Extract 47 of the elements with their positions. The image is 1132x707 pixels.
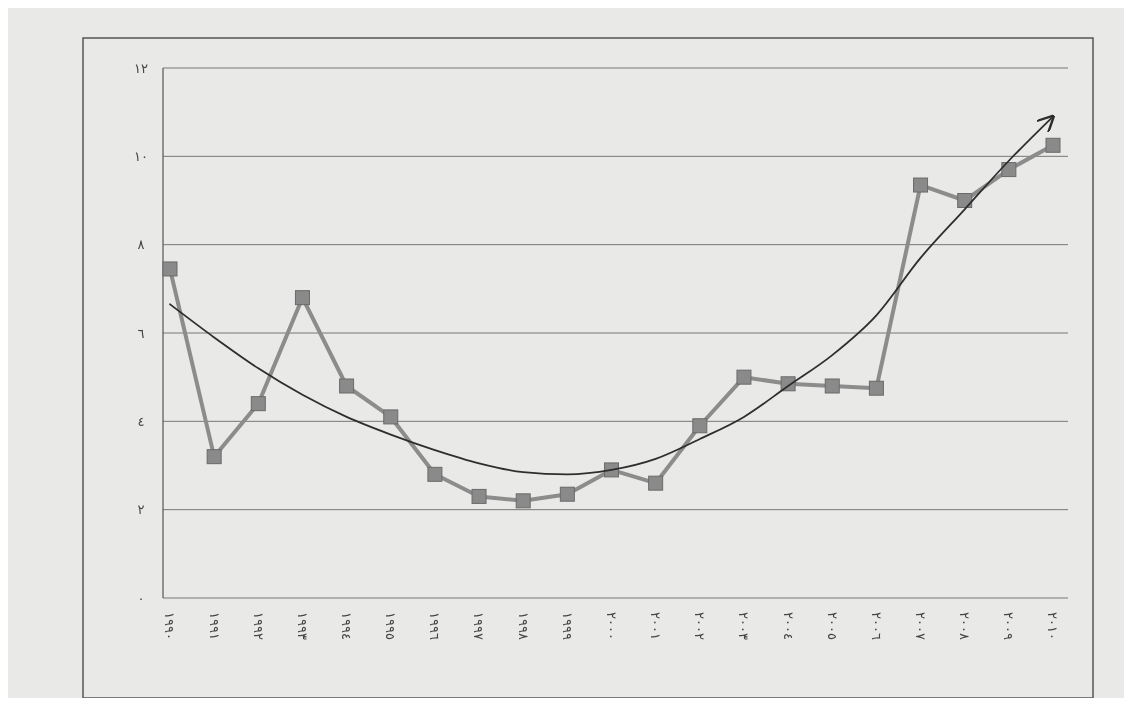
x-tick-label: ٢٠٠١ xyxy=(648,612,664,640)
x-tick-label: ٢٠٠٥ xyxy=(824,612,840,640)
x-tick-label: ١٩٩٢ xyxy=(250,612,266,640)
y-tick-label: ٢ xyxy=(137,502,145,518)
y-tick-label: ٠ xyxy=(137,590,145,606)
point xyxy=(294,290,310,306)
point xyxy=(162,261,178,277)
point xyxy=(824,378,840,394)
x-tick-label: ٢٠٠٢ xyxy=(692,612,708,640)
x-tick-label: ١٩٩٧ xyxy=(471,612,487,640)
point xyxy=(868,380,884,396)
y-tick-label: ٨ xyxy=(137,237,145,253)
x-tick-label: ١٩٩٦ xyxy=(427,612,443,640)
point xyxy=(471,488,487,504)
point xyxy=(427,466,443,482)
x-tick-label: ١٩٩٣ xyxy=(294,612,310,640)
x-tick-label: ٢٠٠٩ xyxy=(1001,612,1017,640)
point xyxy=(913,177,929,193)
point xyxy=(339,378,355,394)
x-tick-label: ١٩٩٨ xyxy=(515,612,531,640)
point xyxy=(736,369,752,385)
y-tick-label: ٦ xyxy=(137,325,145,341)
point xyxy=(692,418,708,434)
point xyxy=(383,409,399,425)
x-tick-label: ٢٠٠٣ xyxy=(736,612,752,640)
x-tick-label: ٢٠٠٤ xyxy=(780,612,796,640)
point xyxy=(1001,162,1017,178)
point xyxy=(1045,137,1061,153)
y-tick-label: ٤ xyxy=(137,413,145,429)
x-tick-label: ١٩٩٩ xyxy=(559,612,575,640)
x-tick-label: ١٩٩٠ xyxy=(162,612,178,640)
y-tick-label: ١٠ xyxy=(134,148,148,164)
x-tick-label: ٢٠١٠ xyxy=(1045,612,1061,640)
y-tick-label: ١٢ xyxy=(134,60,148,76)
x-tick-label: ١٩٩١ xyxy=(206,612,222,640)
x-tick-label: ٢٠٠٨ xyxy=(957,612,973,640)
point xyxy=(206,449,222,465)
x-tick-label: ٢٠٠٠ xyxy=(603,612,619,640)
point xyxy=(559,486,575,502)
point xyxy=(648,475,664,491)
x-tick-label: ١٩٩٤ xyxy=(339,612,355,640)
x-tick-label: ١٩٩٥ xyxy=(383,612,399,640)
point xyxy=(250,396,266,412)
x-tick-label: ٢٠٠٦ xyxy=(868,612,884,640)
x-tick-label: ٢٠٠٧ xyxy=(913,612,928,640)
point xyxy=(515,493,531,509)
point xyxy=(957,193,973,208)
